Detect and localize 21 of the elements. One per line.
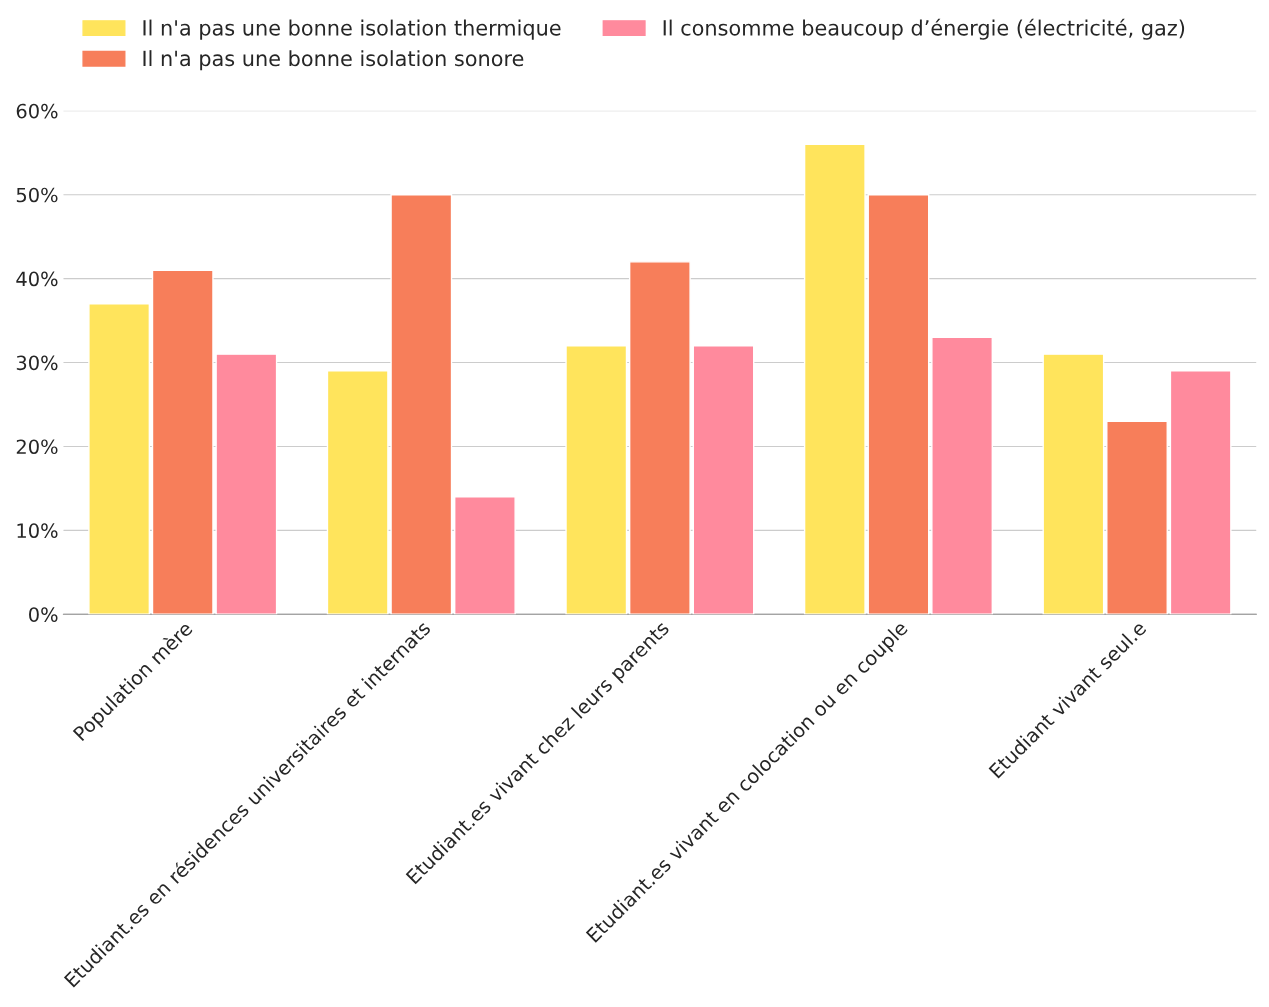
legend-label: Il n'a pas une bonne isolation sonore <box>143 50 524 71</box>
y-tick-label: 10% <box>17 523 58 539</box>
y-tick-label: 60% <box>16 103 58 119</box>
bar <box>867 193 930 615</box>
bar <box>628 261 691 615</box>
y-tick-label: 0% <box>29 607 58 622</box>
bar <box>1106 420 1168 615</box>
bar <box>454 496 516 615</box>
y-tick-label: 40% <box>16 271 58 287</box>
bar <box>1042 353 1105 615</box>
y-tick-label: 30% <box>16 355 58 371</box>
bar <box>931 336 993 615</box>
bar <box>88 303 151 615</box>
bar <box>1169 370 1232 615</box>
bar <box>565 345 628 615</box>
y-tick-label: 20% <box>16 439 58 455</box>
y-tick-label: 50% <box>16 187 58 203</box>
legend-label: Il consomme beaucoup d’énergie (électricité, gaz) <box>663 18 1185 40</box>
bar <box>803 143 866 615</box>
legend-label: Il n'a pas une bonne isolation thermique <box>143 19 561 40</box>
bar <box>692 345 755 615</box>
